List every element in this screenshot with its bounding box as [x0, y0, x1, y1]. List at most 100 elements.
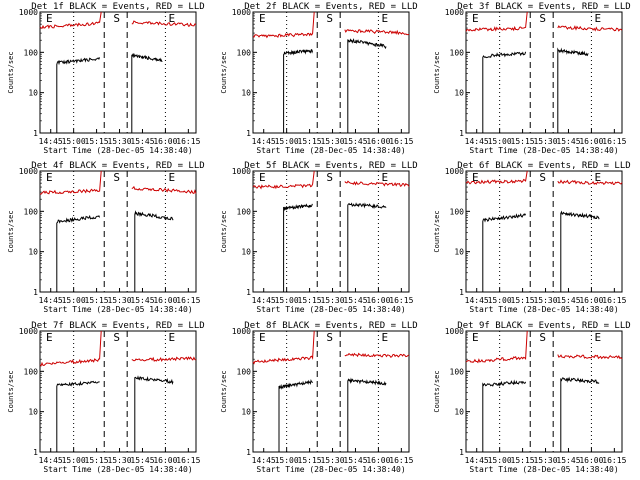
x-tick-label: 15:00 [488, 296, 512, 305]
x-axis-label: Start Time (28-Dec-05 14:38:40) [256, 146, 405, 155]
series-segment [561, 212, 599, 292]
y-tick-label: 1000 [232, 8, 251, 17]
event-marker-e: E [168, 171, 175, 184]
x-tick-label: 16:00 [366, 137, 390, 146]
panel-title: Det 5f BLACK = Events, RED = LLD [244, 161, 417, 171]
event-marker-e: E [259, 171, 266, 184]
y-axis-label: Counts/sec [433, 370, 441, 412]
y-tick-label: 1 [459, 448, 464, 457]
y-tick-label: 1 [459, 129, 464, 138]
series-segment [135, 212, 173, 292]
x-tick-label: 14:45 [252, 137, 276, 146]
x-tick-label: 15:30 [107, 456, 131, 465]
x-tick-label: 15:45 [343, 296, 367, 305]
series-segment [57, 216, 100, 292]
panel-title: Det 2f BLACK = Events, RED = LLD [244, 2, 417, 12]
series-segment [57, 57, 100, 133]
y-tick-label: 1000 [19, 327, 38, 336]
events-series [57, 54, 163, 133]
y-tick-label: 10 [28, 248, 38, 257]
x-tick-label: 15:30 [533, 456, 557, 465]
series-segment [348, 204, 386, 292]
event-marker-e: E [381, 171, 388, 184]
x-tick-label: 16:15 [389, 456, 413, 465]
x-tick-label: 15:00 [62, 296, 86, 305]
event-marker-s: S [539, 331, 546, 344]
y-tick-label: 100 [450, 367, 465, 376]
y-axis-label: Counts/sec [433, 51, 441, 93]
series-segment [558, 355, 622, 359]
y-axis-label: Counts/sec [220, 370, 228, 412]
series-segment [558, 26, 622, 31]
y-tick-label: 10 [28, 89, 38, 98]
x-tick-label: 16:15 [389, 296, 413, 305]
plot-frame [40, 331, 196, 452]
series-segment [558, 181, 622, 185]
x-tick-label: 14:45 [252, 456, 276, 465]
event-marker-e: E [259, 331, 266, 344]
x-axis-label: Start Time (28-Dec-05 14:38:40) [469, 465, 618, 474]
y-axis-label: Counts/sec [7, 370, 15, 412]
events-series [57, 212, 173, 292]
series-segment [483, 381, 526, 452]
series-segment [348, 40, 386, 133]
y-tick-label: 1 [33, 288, 38, 297]
x-tick-label: 15:00 [488, 137, 512, 146]
y-tick-label: 10 [454, 408, 464, 417]
panel-title: Det 7f BLACK = Events, RED = LLD [31, 321, 204, 331]
series-segment [345, 30, 409, 35]
x-tick-label: 15:30 [533, 296, 557, 305]
x-tick-label: 16:00 [153, 456, 177, 465]
panel-title: Det 1f BLACK = Events, RED = LLD [31, 2, 204, 12]
x-tick-label: 15:15 [298, 456, 322, 465]
panel-title: Det 8f BLACK = Events, RED = LLD [244, 321, 417, 331]
panel-title: Det 4f BLACK = Events, RED = LLD [31, 161, 204, 171]
event-marker-s: S [326, 331, 333, 344]
event-marker-s: S [113, 12, 120, 25]
y-tick-label: 100 [237, 367, 252, 376]
event-marker-s: S [326, 171, 333, 184]
series-segment [558, 49, 589, 133]
y-tick-label: 1000 [445, 8, 464, 17]
y-axis-label: Counts/sec [220, 51, 228, 93]
event-marker-s: S [539, 171, 546, 184]
x-axis-label: Start Time (28-Dec-05 14:38:40) [256, 305, 405, 314]
series-segment [483, 214, 526, 292]
y-tick-label: 10 [241, 248, 251, 257]
x-tick-label: 15:00 [275, 296, 299, 305]
y-axis-label: Counts/sec [7, 51, 15, 93]
x-tick-label: 15:45 [556, 137, 580, 146]
events-series [284, 40, 387, 133]
x-tick-label: 16:00 [579, 296, 603, 305]
x-tick-label: 15:30 [107, 296, 131, 305]
x-tick-label: 15:15 [511, 296, 535, 305]
plot-frame [466, 171, 622, 292]
y-tick-label: 100 [24, 367, 39, 376]
panel-title: Det 3f BLACK = Events, RED = LLD [457, 2, 630, 12]
detector-panel-9: Det 9f BLACK = Events, RED = LLD11010010… [433, 321, 631, 474]
events-series [284, 204, 387, 292]
x-tick-label: 16:15 [602, 137, 626, 146]
y-tick-label: 1 [33, 129, 38, 138]
events-series [483, 49, 589, 133]
x-tick-label: 14:45 [465, 456, 489, 465]
y-tick-label: 1 [246, 448, 251, 457]
y-tick-label: 100 [24, 207, 39, 216]
x-tick-label: 15:45 [343, 137, 367, 146]
panel-title: Det 9f BLACK = Events, RED = LLD [457, 321, 630, 331]
y-axis-label: Counts/sec [220, 210, 228, 252]
series-segment [135, 377, 173, 452]
y-tick-label: 10 [28, 408, 38, 417]
series-segment [483, 52, 526, 133]
series-segment [348, 379, 386, 452]
series-segment [132, 357, 196, 361]
x-tick-label: 15:45 [130, 296, 154, 305]
events-series [483, 378, 599, 452]
x-tick-label: 14:45 [39, 456, 63, 465]
x-tick-label: 14:45 [465, 296, 489, 305]
x-tick-label: 15:00 [275, 137, 299, 146]
x-tick-label: 14:45 [39, 137, 63, 146]
plot-frame [466, 331, 622, 452]
events-series [57, 377, 173, 452]
x-tick-label: 15:00 [62, 137, 86, 146]
